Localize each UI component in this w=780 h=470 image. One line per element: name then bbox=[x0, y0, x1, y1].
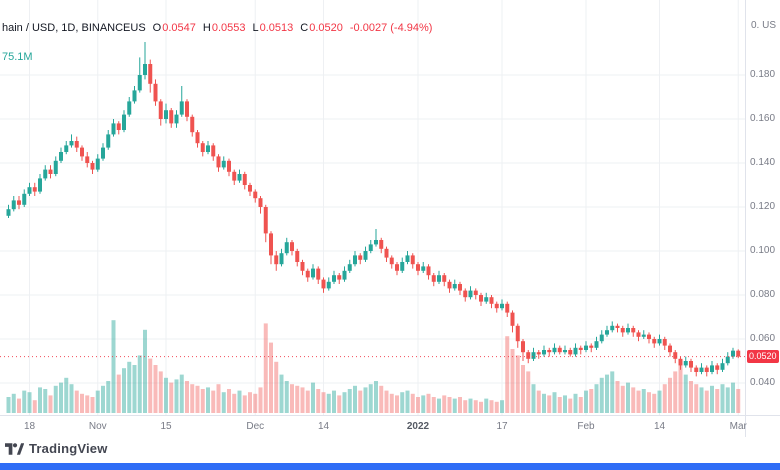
open-value: 0.0547 bbox=[162, 22, 196, 34]
volume-bars bbox=[6, 320, 741, 413]
time-scale[interactable]: 18 Nov 15 Dec 14 2022 17 Feb 14 Mar bbox=[0, 416, 747, 437]
tradingview-label: TradingView bbox=[29, 441, 108, 456]
y-axis-label: 0.120 bbox=[750, 201, 776, 212]
last-price-tag: 0.0520 bbox=[747, 349, 779, 363]
tradingview-attribution[interactable]: TradingView bbox=[5, 441, 108, 456]
x-axis-label: 14 bbox=[317, 421, 330, 432]
y-axis-label: 0.160 bbox=[750, 113, 776, 124]
price-scale-unit-label: 0. US bbox=[750, 20, 776, 31]
low-label: L bbox=[252, 22, 259, 34]
low-value: 0.0513 bbox=[259, 22, 294, 34]
close-label: C bbox=[300, 22, 309, 34]
x-axis-label: Dec bbox=[246, 421, 265, 432]
y-axis-label: 0.080 bbox=[750, 289, 776, 300]
x-axis-label: 2022 bbox=[406, 421, 430, 432]
y-axis-label: 0.180 bbox=[750, 69, 776, 80]
x-axis-label: 18 bbox=[23, 421, 36, 432]
price-scale[interactable]: 0.0520 0.180 0.160 0.140 0.120 0.100 0.080 0.0… bbox=[745, 0, 780, 437]
x-axis-label: 17 bbox=[496, 421, 508, 432]
open-label: O bbox=[152, 22, 162, 34]
symbol-title[interactable]: hain / USD, 1D, BINANCEUS bbox=[2, 22, 146, 34]
x-axis-label: Mar bbox=[729, 421, 747, 432]
x-axis-label: Nov bbox=[88, 421, 107, 432]
x-axis-label: Feb bbox=[577, 421, 595, 432]
footer-bar bbox=[0, 463, 780, 470]
y-axis-label: 0.060 bbox=[750, 333, 776, 344]
high-value: 0.0553 bbox=[211, 22, 246, 34]
change-value: -0.0027 (-4.94%) bbox=[349, 22, 433, 34]
tradingview-logo-icon bbox=[5, 442, 24, 455]
y-axis-label: 0.100 bbox=[750, 245, 776, 256]
candles bbox=[6, 42, 741, 377]
time-axis-separator bbox=[0, 415, 780, 416]
y-axis-label: 0.040 bbox=[750, 377, 776, 388]
x-axis-label: 15 bbox=[160, 421, 172, 432]
price-chart-canvas[interactable] bbox=[0, 0, 745, 415]
close-value: 0.0520 bbox=[309, 22, 343, 34]
volume-indicator-value: 75.1M bbox=[2, 51, 33, 63]
high-label: H bbox=[202, 22, 211, 34]
x-axis-label: 14 bbox=[653, 421, 666, 432]
y-axis-label: 0.140 bbox=[750, 157, 776, 168]
chart-legend: hain / USD, 1D, BINANCEUS O0.0547 H0.0553 L… bbox=[2, 22, 432, 34]
